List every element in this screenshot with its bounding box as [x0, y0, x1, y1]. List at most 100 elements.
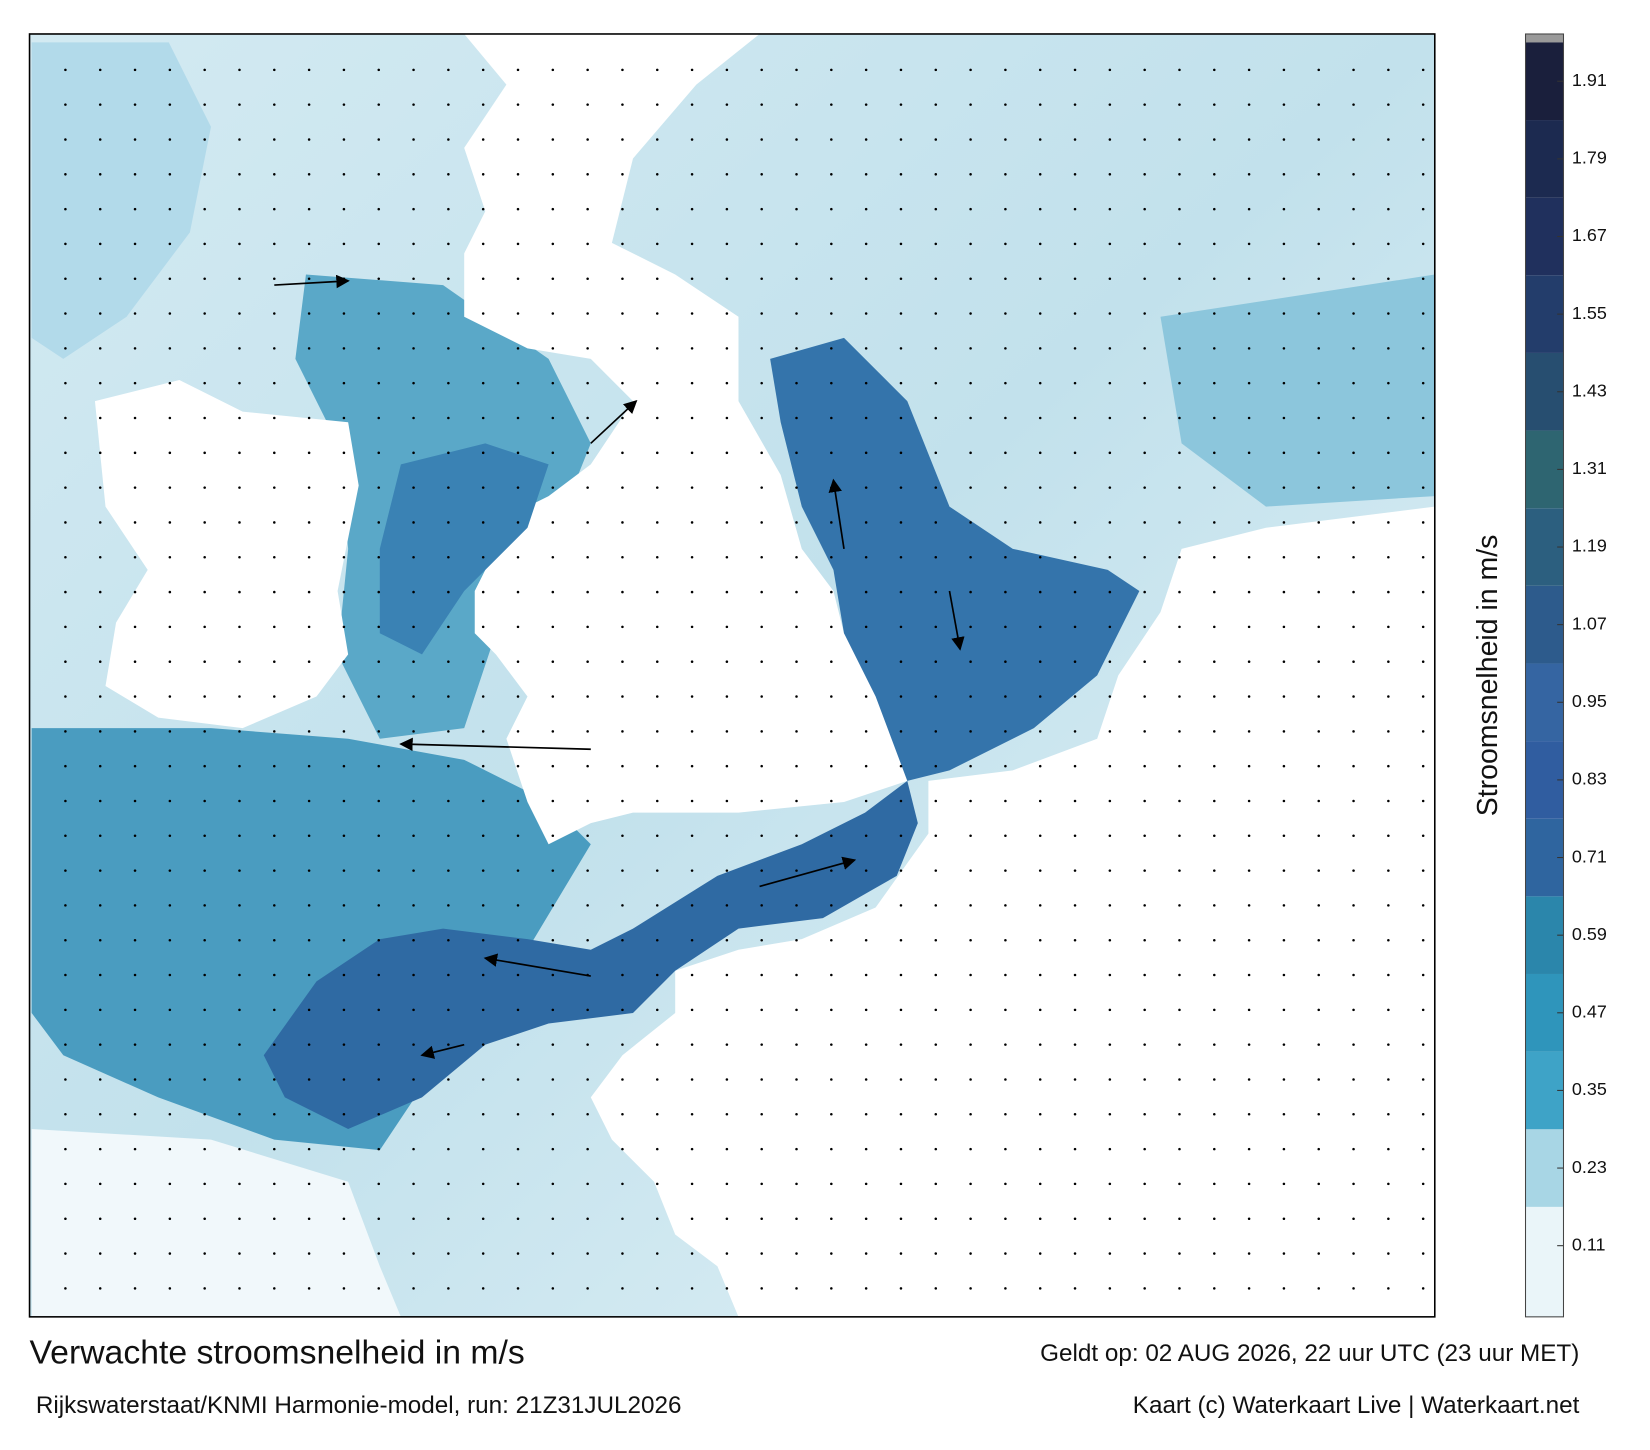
grid-dot — [1004, 973, 1007, 977]
grid-dot — [655, 555, 659, 559]
grid-dot — [64, 1008, 67, 1012]
grid-dot — [1213, 277, 1216, 281]
grid-dot — [133, 625, 137, 629]
grid-dot — [273, 555, 276, 559]
grid-dot — [934, 938, 938, 942]
grid-dot — [864, 451, 868, 455]
grid-dot — [1073, 1113, 1077, 1116]
grid-dot — [98, 1287, 102, 1290]
grid-dot — [1213, 1217, 1216, 1221]
grid-dot — [1247, 1008, 1251, 1012]
grid-dot — [516, 730, 520, 733]
map-area — [29, 33, 1435, 1317]
grid-dot — [238, 173, 241, 176]
grid-dot — [621, 347, 624, 350]
grid-dot — [690, 1113, 694, 1116]
grid-dot — [899, 695, 903, 698]
grid-dot — [447, 764, 450, 768]
grid-dot — [1421, 904, 1425, 907]
grid-dot — [1143, 68, 1146, 72]
grid-dot — [1247, 1113, 1251, 1116]
grid-dot — [725, 1217, 729, 1221]
grid-dot — [551, 1217, 555, 1221]
grid-dot — [690, 625, 694, 629]
grid-dot — [621, 138, 624, 141]
grid-dot — [1352, 1043, 1355, 1046]
grid-dot — [133, 451, 137, 455]
grid-dot — [690, 103, 694, 106]
grid-dot — [203, 904, 206, 907]
grid-dot — [1108, 173, 1112, 176]
grid-dot — [1247, 138, 1251, 141]
grid-dot — [551, 451, 555, 455]
grid-dot — [760, 869, 763, 872]
grid-dot — [1213, 173, 1216, 176]
grid-dot — [516, 938, 520, 942]
grid-dot — [655, 173, 659, 176]
grid-dot — [203, 660, 206, 663]
grid-dot — [586, 625, 589, 629]
grid-dot — [203, 451, 206, 455]
grid-dot — [760, 347, 763, 350]
grid-dot — [1282, 68, 1286, 72]
grid-dot — [1387, 590, 1390, 594]
grid-dot — [1352, 451, 1355, 455]
grid-dot — [1108, 1008, 1112, 1012]
grid-dot — [377, 590, 381, 594]
colorbar-tick-label: 0.95 — [1572, 691, 1607, 711]
colorbar-tick-label: 1.31 — [1572, 458, 1607, 478]
grid-dot — [1317, 1287, 1321, 1290]
grid-dot — [725, 1008, 729, 1012]
grid-dot — [133, 416, 137, 420]
grid-dot — [899, 1078, 903, 1081]
grid-dot — [586, 904, 589, 907]
grid-dot — [1282, 207, 1286, 211]
grid-dot — [934, 555, 938, 559]
grid-dot — [342, 625, 346, 629]
grid-dot — [412, 973, 415, 977]
grid-dot — [830, 660, 833, 663]
grid-dot — [377, 799, 381, 803]
grid-dot — [1387, 521, 1390, 524]
grid-dot — [412, 1217, 415, 1221]
grid-dot — [1143, 1147, 1146, 1151]
grid-dot — [133, 869, 137, 872]
grid-dot — [133, 521, 137, 524]
grid-dot — [1004, 834, 1007, 838]
grid-dot — [1004, 904, 1007, 907]
grid-dot — [586, 1008, 589, 1012]
grid-dot — [307, 1147, 311, 1151]
grid-dot — [1178, 277, 1181, 281]
grid-dot — [1317, 138, 1321, 141]
grid-dot — [1387, 242, 1390, 246]
grid-dot — [64, 555, 67, 559]
grid-dot — [1038, 1113, 1042, 1116]
grid-dot — [447, 1287, 450, 1290]
grid-dot — [1143, 625, 1146, 629]
grid-dot — [238, 904, 241, 907]
grid-dot — [342, 1252, 346, 1255]
grid-dot — [1352, 138, 1355, 141]
grid-dot — [481, 869, 485, 872]
grid-dot — [64, 869, 67, 872]
grid-dot — [273, 1287, 276, 1290]
grid-dot — [1421, 277, 1425, 281]
grid-dot — [273, 730, 276, 733]
grid-dot — [1282, 625, 1286, 629]
grid-dot — [934, 486, 938, 489]
grid-dot — [1178, 1113, 1181, 1116]
grid-dot — [1073, 207, 1077, 211]
grid-dot — [586, 1252, 589, 1255]
grid-dot — [1317, 555, 1321, 559]
grid-dot — [1038, 416, 1042, 420]
grid-dot — [238, 312, 241, 315]
grid-dot — [168, 904, 172, 907]
grid-dot — [621, 207, 624, 211]
grid-dot — [969, 1217, 972, 1221]
grid-dot — [969, 138, 972, 141]
grid-dot — [168, 416, 172, 420]
grid-dot — [1038, 277, 1042, 281]
grid-dot — [621, 1078, 624, 1081]
grid-dot — [690, 486, 694, 489]
